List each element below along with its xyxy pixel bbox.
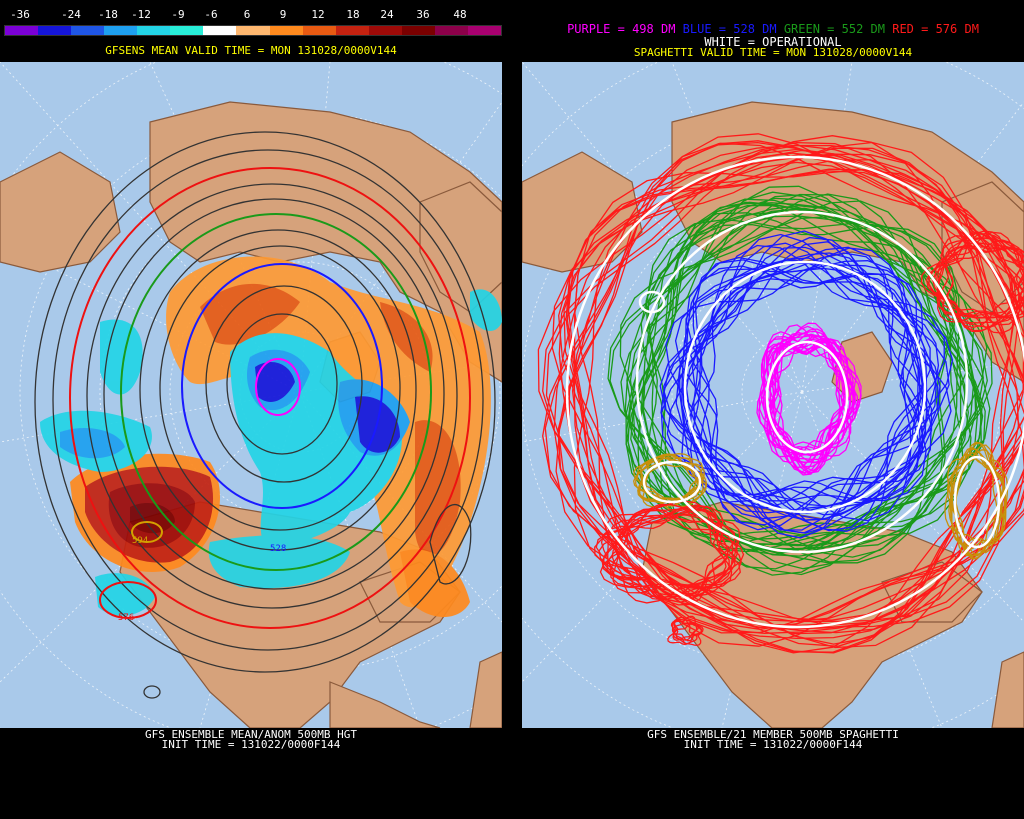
green-552-member xyxy=(625,211,984,553)
red-576-member xyxy=(544,144,1024,623)
left-caption: GFS ENSEMBLE MEAN/ANOM 500MB HGT INIT TI… xyxy=(0,728,502,819)
contour-label: 576 xyxy=(118,613,134,623)
spaghetti-legend: PURPLE = 498 DM BLUE = 528 DM GREEN = 55… xyxy=(522,22,1024,36)
blue-528-member xyxy=(660,252,927,521)
colorbar-segment xyxy=(302,26,336,35)
red-576-member xyxy=(606,500,745,586)
legend-green: GREEN = 552 DM xyxy=(783,22,885,36)
colorbar-label: -6 xyxy=(204,8,218,21)
colorbar-segment xyxy=(104,26,138,35)
right-caption-init: INIT TIME = 131022/0000F144 xyxy=(683,738,863,751)
blue-528-member xyxy=(691,242,940,526)
red-576-member xyxy=(607,509,729,603)
colorbar-label: 9 xyxy=(279,8,287,21)
red-576-member xyxy=(671,615,698,642)
red-576-member xyxy=(568,133,1024,634)
contour-label: 528 xyxy=(270,544,286,554)
red-576-member xyxy=(571,142,1024,647)
right-caption-title: GFS ENSEMBLE/21 MEMBER 500MB SPAGHETTI xyxy=(647,728,899,741)
colorbar-label: -24 xyxy=(61,8,81,21)
blue-528-member xyxy=(674,259,945,520)
colorbar-label: -36 xyxy=(10,8,30,21)
left-valid-time: GFSENS MEAN VALID TIME = MON 131028/0000… xyxy=(105,44,397,57)
red-576-member xyxy=(553,141,1020,645)
colorbar-segment xyxy=(368,26,402,35)
panel-divider xyxy=(502,0,522,819)
red-576-member xyxy=(545,149,1019,628)
red-576-member xyxy=(537,152,1016,630)
colorbar-labels: -36 -24 -18 -12 -9 -6 6 9 12 18 24 36 48 xyxy=(0,8,502,22)
red-576-member xyxy=(934,231,1024,326)
blue-528-member xyxy=(689,256,940,531)
blue-528-member xyxy=(675,233,932,509)
colorbar-segment xyxy=(401,26,435,35)
legend-red: RED = 576 DM xyxy=(892,22,979,36)
colorbar-segment xyxy=(467,26,501,35)
spaghetti-panel: PURPLE = 498 DM BLUE = 528 DM GREEN = 55… xyxy=(522,0,1024,819)
green-552-member xyxy=(640,197,988,553)
blue-528-member xyxy=(692,259,937,534)
red-576-member xyxy=(574,148,1024,627)
green-552-member xyxy=(629,185,962,543)
red-576-member xyxy=(566,170,1024,653)
green-552-member xyxy=(647,207,993,551)
legend-blue: BLUE = 528 DM xyxy=(682,22,777,36)
colorbar-segment xyxy=(38,26,72,35)
colorbar-label: -12 xyxy=(131,8,151,21)
colorbar-segment xyxy=(236,26,270,35)
red-576-member xyxy=(599,514,741,596)
spaghetti-map xyxy=(522,62,1024,728)
red-576-member xyxy=(542,144,1014,623)
colorbar-segment xyxy=(5,26,39,35)
red-576-member xyxy=(573,169,1024,654)
legend-purple: PURPLE = 498 DM xyxy=(567,22,676,36)
red-576-member xyxy=(542,153,1024,635)
colorbar-label: 48 xyxy=(453,8,467,21)
ensemble-mean-map: 594 528 576 xyxy=(0,62,502,728)
gold-member xyxy=(638,453,704,500)
colorbar-segment xyxy=(434,26,468,35)
colorbar-segment xyxy=(170,26,204,35)
green-552-member xyxy=(625,200,969,563)
left-caption-title: GFS ENSEMBLE MEAN/ANOM 500MB HGT xyxy=(145,728,357,741)
green-552-member xyxy=(646,218,984,570)
colorbar-segment xyxy=(137,26,171,35)
blue-528-member xyxy=(681,252,952,507)
red-576-member xyxy=(920,242,1023,324)
anomaly-colorbar xyxy=(4,25,502,36)
colorbar-label: 24 xyxy=(380,8,394,21)
red-576-member xyxy=(925,237,1024,319)
red-576-member xyxy=(670,616,700,641)
right-caption: GFS ENSEMBLE/21 MEMBER 500MB SPAGHETTI I… xyxy=(522,728,1024,819)
purple-498-member xyxy=(764,324,849,464)
colorbar-segment xyxy=(71,26,105,35)
contour-label: 594 xyxy=(132,536,148,546)
colorbar-label: 6 xyxy=(243,8,251,21)
colorbar-label: -9 xyxy=(171,8,185,21)
colorbar-label: 12 xyxy=(311,8,325,21)
colorbar-label: 36 xyxy=(416,8,430,21)
red-576-member xyxy=(602,504,736,595)
colorbar-segment xyxy=(269,26,303,35)
red-576-member xyxy=(595,516,736,598)
green-552-member xyxy=(632,198,982,556)
red-576-member xyxy=(938,230,1024,317)
colorbar-segment xyxy=(335,26,369,35)
colorbar-label: 18 xyxy=(346,8,360,21)
colorbar-segment xyxy=(203,26,237,35)
blue-528-member xyxy=(681,247,923,532)
blue-528-member xyxy=(689,236,941,504)
legend-white: WHITE = OPERATIONAL xyxy=(704,35,842,49)
gold-member xyxy=(950,441,1003,546)
blue-528-member xyxy=(685,267,950,521)
left-caption-init: INIT TIME = 131022/0000F144 xyxy=(161,738,341,751)
red-576-member xyxy=(940,237,1024,319)
ensemble-mean-panel: -36 -24 -18 -12 -9 -6 6 9 12 18 24 36 48… xyxy=(0,0,502,819)
right-valid-time: SPAGHETTI VALID TIME = MON 131028/0000V1… xyxy=(633,46,913,59)
red-576-member xyxy=(558,161,1024,640)
colorbar-label: -18 xyxy=(98,8,118,21)
green-552-member xyxy=(626,223,960,576)
